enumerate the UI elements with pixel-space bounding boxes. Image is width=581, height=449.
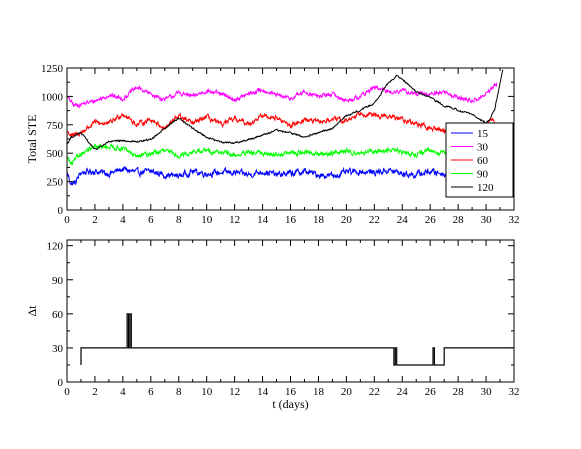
x-axis-label: t (days) bbox=[272, 397, 308, 411]
series-15-line bbox=[67, 159, 495, 186]
bottom-x-tick-label: 6 bbox=[148, 386, 154, 398]
top-panel: 0 2 4 6 8 10 12 14 16 18 20 22 24 26 28 30 3202505007501… bbox=[25, 63, 520, 226]
legend-label-60: 60 bbox=[477, 155, 489, 167]
top-y-tick-label: 1250 bbox=[41, 63, 64, 75]
top-x-tick-label: 10 bbox=[201, 214, 213, 226]
legend-label-15: 15 bbox=[477, 128, 489, 140]
top-x-tick-label: 12 bbox=[229, 214, 240, 226]
bottom-panel: 0 2 4 6 8 10 12 14 16 18 20 22 24 26 28 30 320306090120 … bbox=[25, 239, 520, 411]
top-x-tick-label: 14 bbox=[257, 214, 269, 226]
top-x-tick-label: 2 bbox=[92, 214, 98, 226]
series-120-line bbox=[67, 69, 504, 151]
top-y-tick-label: 1000 bbox=[41, 91, 64, 103]
bottom-x-tick-label: 18 bbox=[313, 386, 325, 398]
top-x-tick-label: 4 bbox=[120, 214, 126, 226]
top-x-tick-label: 6 bbox=[148, 214, 154, 226]
bottom-y-tick-label: 0 bbox=[58, 377, 64, 389]
bottom-x-tick-label: 12 bbox=[229, 386, 240, 398]
bottom-x-tick-label: 24 bbox=[397, 386, 409, 398]
bottom-y-tick-label: 120 bbox=[47, 241, 64, 253]
bottom-x-tick-label: 14 bbox=[257, 386, 269, 398]
bottom-y-tick-label: 30 bbox=[52, 343, 64, 355]
top-y-tick-label: 250 bbox=[47, 177, 64, 189]
top-x-tick-label: 16 bbox=[285, 214, 297, 226]
top-y-axis-label: Total STE bbox=[25, 115, 39, 164]
top-x-tick-label: 0 bbox=[64, 214, 70, 226]
series-60-line bbox=[67, 111, 498, 138]
series-30-line bbox=[67, 81, 498, 109]
legend-label-90: 90 bbox=[477, 169, 489, 181]
top-x-tick-label: 18 bbox=[313, 214, 325, 226]
bottom-plot-frame bbox=[66, 239, 515, 383]
top-x-tick-label: 28 bbox=[453, 214, 465, 226]
top-y-tick-label: 750 bbox=[47, 120, 64, 132]
bottom-y-axis-label: Δt bbox=[25, 305, 39, 317]
top-x-tick-label: 24 bbox=[397, 214, 409, 226]
top-plot-series bbox=[67, 69, 504, 186]
bottom-x-tick-label: 26 bbox=[425, 386, 437, 398]
bottom-x-tick-label: 22 bbox=[369, 386, 380, 398]
timestep-line bbox=[80, 313, 514, 366]
bottom-x-tick-label: 8 bbox=[176, 386, 182, 398]
top-x-tick-label: 32 bbox=[509, 214, 520, 226]
bottom-plot-series bbox=[80, 313, 514, 366]
legend-label-30: 30 bbox=[477, 142, 489, 154]
bottom-x-tick-label: 30 bbox=[481, 386, 493, 398]
top-y-tick-label: 500 bbox=[47, 148, 64, 160]
top-y-tick-label: 0 bbox=[58, 205, 64, 217]
top-x-tick-label: 26 bbox=[425, 214, 437, 226]
bottom-x-tick-label: 16 bbox=[285, 386, 297, 398]
bottom-x-tick-label: 0 bbox=[64, 386, 70, 398]
top-x-tick-label: 22 bbox=[369, 214, 380, 226]
bottom-x-tick-label: 10 bbox=[201, 386, 213, 398]
top-x-tick-label: 8 bbox=[176, 214, 182, 226]
top-x-tick-label: 20 bbox=[341, 214, 353, 226]
top-x-tick-label: 30 bbox=[481, 214, 493, 226]
series-90-line bbox=[67, 142, 495, 166]
top-axis-ticks: 0 2 4 6 8 10 12 14 16 18 20 22 24 26 28 30 3202505007501… bbox=[41, 63, 520, 226]
bottom-x-tick-label: 20 bbox=[341, 386, 353, 398]
bottom-x-tick-label: 4 bbox=[120, 386, 126, 398]
bottom-y-tick-label: 60 bbox=[52, 309, 64, 321]
bottom-x-tick-label: 32 bbox=[509, 386, 520, 398]
bottom-x-tick-label: 2 bbox=[92, 386, 98, 398]
legend-label-120: 120 bbox=[477, 182, 494, 194]
bottom-x-tick-label: 28 bbox=[453, 386, 465, 398]
bottom-y-tick-label: 90 bbox=[52, 275, 64, 287]
